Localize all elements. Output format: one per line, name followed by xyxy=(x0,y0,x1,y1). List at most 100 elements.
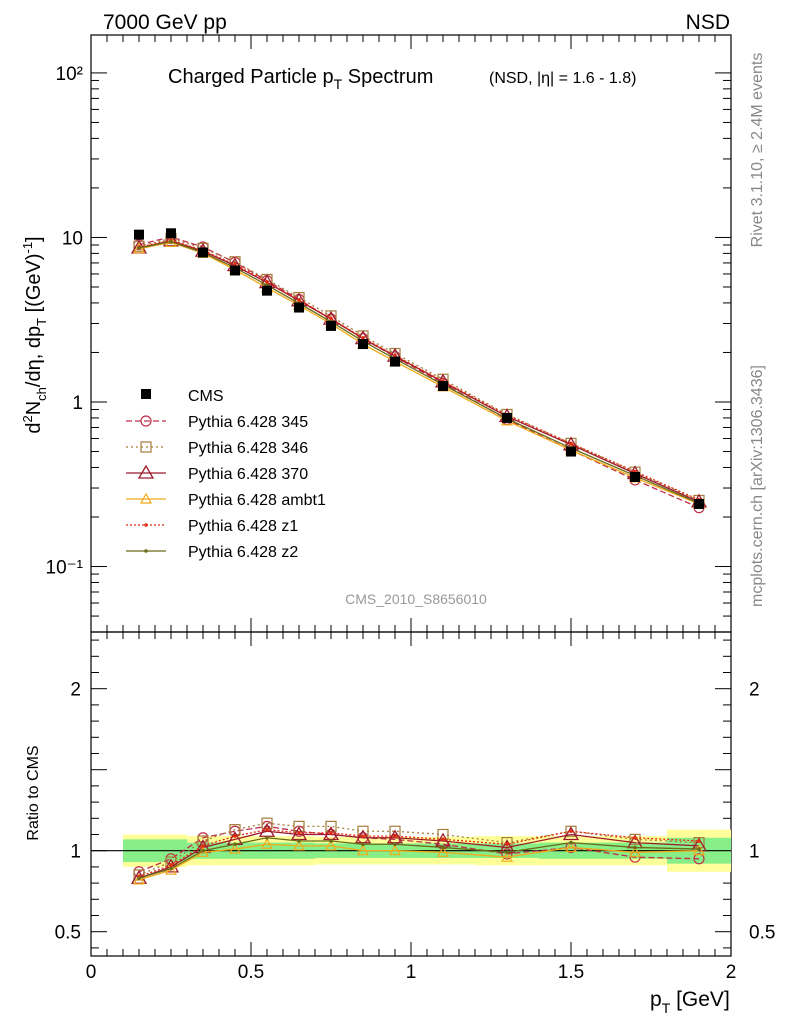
x-tick-label: 0 xyxy=(86,962,97,983)
series-line-pythia-6-428-ambt1 xyxy=(138,241,700,505)
series-point-pythia-6-428-z1 xyxy=(329,316,333,321)
series-point-pythia-6-428-z1 xyxy=(361,336,365,340)
ratio-tick-label: 1 xyxy=(70,842,81,863)
series-point-pythia-6-428-z1 xyxy=(233,262,237,267)
ratio-point-pythia-6-428-z2 xyxy=(137,876,141,881)
ratio-line-pythia-6-428-ambt1 xyxy=(138,843,700,881)
legend-marker-pythia-6-428-ambt1 xyxy=(139,492,153,504)
ratio-point-pythia-6-428-z1 xyxy=(633,835,637,840)
ratio-point-pythia-6-428-z2 xyxy=(361,842,365,847)
legend-marker-pythia-6-428-346 xyxy=(140,441,152,453)
ratio-panel-frame xyxy=(90,631,732,957)
ratio-point-pythia-6-428-345 xyxy=(501,848,513,860)
ratio-point-pythia-6-428-z2 xyxy=(297,839,301,843)
cms-data-point xyxy=(438,381,448,392)
ratio-point-pythia-6-428-z2 xyxy=(697,847,701,851)
ratio-tick-label-right: 2 xyxy=(749,680,760,701)
header-left-label: 7000 GeV pp xyxy=(103,11,227,34)
legend-label-pythia-6-428-370: Pythia 6.428 370 xyxy=(188,466,308,483)
rivet-version-label: Rivet 3.1.10, ≥ 2.4M events xyxy=(749,53,766,248)
ratio-point-pythia-6-428-z1 xyxy=(569,829,573,834)
series-point-pythia-6-428-370 xyxy=(162,232,180,247)
ratio-point-pythia-6-428-z2 xyxy=(441,845,445,850)
ratio-point-pythia-6-428-ambt1 xyxy=(356,844,370,856)
ratio-line-pythia-6-428-z2 xyxy=(138,837,700,879)
chart-title-text: Charged Particle p xyxy=(168,66,334,88)
ratio-point-pythia-6-428-z2 xyxy=(569,840,573,845)
x-tick-label: 1.5 xyxy=(558,962,584,983)
legend-marker-pythia-6-428-370 xyxy=(137,464,155,479)
ratio-y-axis-label: Ratio to CMS xyxy=(25,745,42,840)
ratio-point-pythia-6-428-z1 xyxy=(169,863,173,868)
ratio-point-pythia-6-428-z1 xyxy=(233,834,237,838)
cms-data-point xyxy=(166,228,176,239)
y-tick-label: 10 xyxy=(62,228,83,249)
chart-title-end: Spectrum xyxy=(342,66,433,88)
chart-title: Charged Particle pT Spectrum xyxy=(168,66,433,92)
main-panel-frame xyxy=(90,34,732,633)
cms-data-point xyxy=(262,285,272,296)
ratio-point-pythia-6-428-ambt1 xyxy=(324,839,338,851)
ratio-tick-label-right: 0.5 xyxy=(749,923,775,944)
legend-marker-pythia-6-428-z2 xyxy=(144,549,148,553)
ratio-point-pythia-6-428-z1 xyxy=(297,831,301,835)
ratio-series xyxy=(130,817,708,885)
series-point-pythia-6-428-ambt1 xyxy=(132,242,146,254)
ratio-point-pythia-6-428-ambt1 xyxy=(436,846,450,857)
cms-data-point xyxy=(358,339,368,350)
cms-data-point xyxy=(390,356,400,367)
ratio-point-pythia-6-428-z1 xyxy=(505,842,509,847)
ratio-point-pythia-6-428-370 xyxy=(562,826,580,841)
cms-data-point xyxy=(502,412,512,423)
ratio-point-pythia-6-428-z1 xyxy=(441,837,445,842)
series-point-pythia-6-428-z1 xyxy=(569,441,573,446)
legend-label-pythia-6-428-z2: Pythia 6.428 z2 xyxy=(188,544,298,561)
y-tick-label: 10² xyxy=(56,64,83,85)
ratio-point-pythia-6-428-z1 xyxy=(697,839,701,843)
ratio-point-pythia-6-428-ambt1 xyxy=(692,844,706,856)
cms-data-point xyxy=(566,446,576,457)
ratio-point-pythia-6-428-z2 xyxy=(633,845,637,850)
ratio-point-pythia-6-428-z2 xyxy=(393,842,397,847)
series-line-pythia-6-428-z1 xyxy=(138,239,700,501)
x-tick-label: 0.5 xyxy=(238,962,264,983)
cms-data-point xyxy=(134,229,144,240)
series-line-pythia-6-428-346 xyxy=(138,237,700,502)
ratio-point-pythia-6-428-ambt1 xyxy=(628,846,642,857)
ratio-line-pythia-6-428-z1 xyxy=(138,828,700,878)
chart-title-sub-t: T xyxy=(334,76,343,92)
cms-data-point xyxy=(198,247,208,258)
ratio-tick-label: 0.5 xyxy=(55,923,81,944)
ratio-point-pythia-6-428-z1 xyxy=(393,834,397,838)
series-line-pythia-6-428-z2 xyxy=(138,240,700,504)
cms-data-point xyxy=(630,472,640,483)
ratio-tick-label-right: 1 xyxy=(749,842,760,863)
series-point-pythia-6-428-z1 xyxy=(297,298,301,302)
ratio-point-pythia-6-428-ambt1 xyxy=(260,837,274,849)
header-right-label: NSD xyxy=(686,11,730,34)
series-point-pythia-6-428-z1 xyxy=(265,280,269,284)
cms-data-point xyxy=(294,302,304,313)
legend-cms-label: CMS xyxy=(188,388,224,405)
legend-cms-marker xyxy=(141,389,151,399)
x-tick-label: 2 xyxy=(726,962,737,983)
ratio-point-pythia-6-428-ambt1 xyxy=(564,841,578,853)
ratio-point-pythia-6-428-z2 xyxy=(233,842,237,847)
legend-label-pythia-6-428-345: Pythia 6.428 345 xyxy=(188,414,308,431)
ratio-tick-label: 2 xyxy=(70,680,81,701)
ratio-line-pythia-6-428-370 xyxy=(138,830,700,879)
x-tick-label: 1 xyxy=(406,962,417,983)
legend-label-pythia-6-428-346: Pythia 6.428 346 xyxy=(188,440,308,457)
y-tick-label: 10⁻¹ xyxy=(46,558,84,579)
series-point-pythia-6-428-z1 xyxy=(393,353,397,358)
ratio-point-pythia-6-428-z2 xyxy=(505,850,509,855)
ratio-point-pythia-6-428-z2 xyxy=(329,839,333,843)
cms-data-point xyxy=(326,320,336,331)
ratio-point-pythia-6-428-345 xyxy=(693,853,705,865)
analysis-id-label: CMS_2010_S8656010 xyxy=(345,591,487,607)
y-axis-label-text: d2Nch/dη, dpT [(GeV)-1] xyxy=(20,236,49,433)
ratio-point-pythia-6-428-ambt1 xyxy=(228,842,242,854)
mcplots-source-label: mcplots.cern.ch [arXiv:1306.3436] xyxy=(749,365,766,607)
ratio-point-pythia-6-428-z2 xyxy=(265,835,269,840)
